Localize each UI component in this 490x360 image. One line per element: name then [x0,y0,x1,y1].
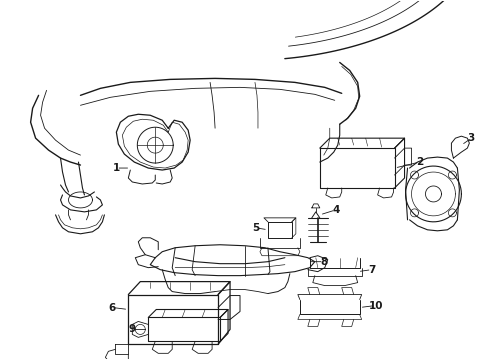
Text: 7: 7 [368,265,375,275]
Text: 3: 3 [468,133,475,143]
Text: 9: 9 [129,324,136,334]
Text: 2: 2 [416,157,423,167]
Text: 10: 10 [368,301,383,311]
Text: 1: 1 [113,163,120,173]
Text: 4: 4 [332,205,340,215]
Text: 6: 6 [109,302,116,312]
Text: 8: 8 [320,257,327,267]
Text: 5: 5 [252,223,260,233]
